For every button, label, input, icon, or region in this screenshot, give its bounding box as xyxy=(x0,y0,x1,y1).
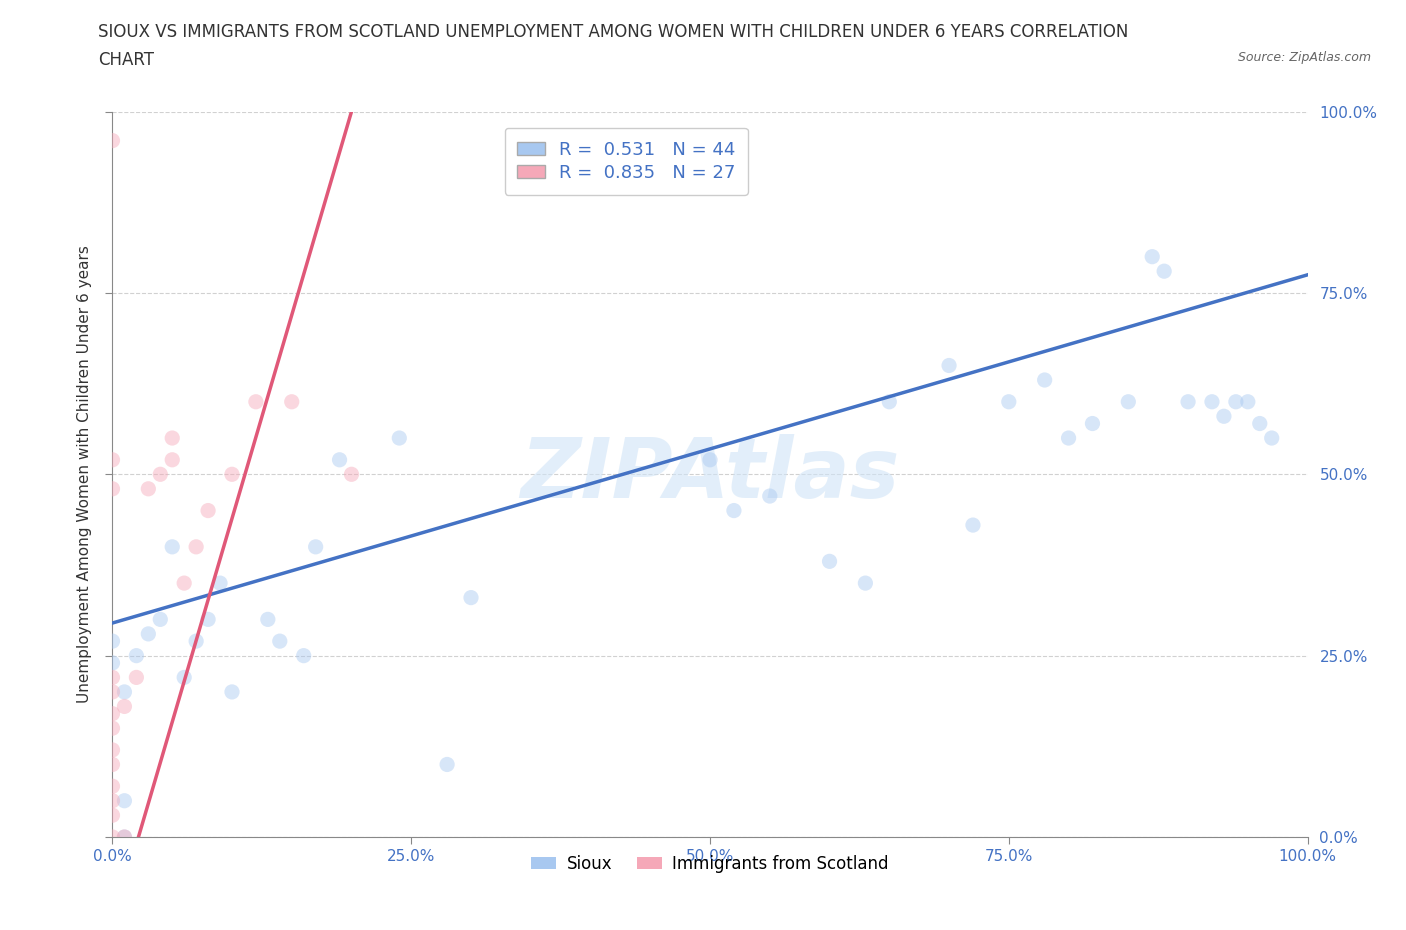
Point xyxy=(114,793,135,808)
Point xyxy=(101,684,124,699)
Point xyxy=(162,452,183,467)
Point xyxy=(998,394,1021,409)
Point xyxy=(962,518,984,533)
Point xyxy=(125,670,148,684)
Point xyxy=(1201,394,1223,409)
Point xyxy=(723,503,745,518)
Point xyxy=(101,633,124,648)
Point xyxy=(855,576,877,591)
Point xyxy=(173,576,195,591)
Point xyxy=(209,576,232,591)
Legend: Sioux, Immigrants from Scotland: Sioux, Immigrants from Scotland xyxy=(524,848,896,880)
Point xyxy=(388,431,411,445)
Point xyxy=(938,358,960,373)
Point xyxy=(173,670,195,684)
Point xyxy=(1118,394,1140,409)
Point xyxy=(329,452,352,467)
Point xyxy=(197,612,219,627)
Point xyxy=(101,742,124,757)
Point xyxy=(1033,373,1056,388)
Point xyxy=(281,394,304,409)
Point xyxy=(1249,416,1271,431)
Point xyxy=(101,721,124,736)
Point xyxy=(759,488,782,503)
Point xyxy=(436,757,458,772)
Point xyxy=(149,467,172,482)
Point xyxy=(101,808,124,823)
Point xyxy=(1177,394,1199,409)
Point xyxy=(879,394,901,409)
Point xyxy=(101,656,124,671)
Point xyxy=(1225,394,1247,409)
Point xyxy=(101,706,124,721)
Point xyxy=(1153,264,1175,279)
Point xyxy=(460,591,482,605)
Point xyxy=(340,467,363,482)
Point xyxy=(292,648,315,663)
Point xyxy=(221,467,243,482)
Text: Source: ZipAtlas.com: Source: ZipAtlas.com xyxy=(1237,51,1371,64)
Point xyxy=(114,684,135,699)
Point xyxy=(305,539,328,554)
Point xyxy=(101,757,124,772)
Point xyxy=(125,648,148,663)
Point xyxy=(1213,409,1236,424)
Point xyxy=(101,830,124,844)
Point xyxy=(101,482,124,497)
Point xyxy=(1057,431,1080,445)
Point xyxy=(197,503,219,518)
Point xyxy=(101,452,124,467)
Point xyxy=(257,612,280,627)
Text: SIOUX VS IMMIGRANTS FROM SCOTLAND UNEMPLOYMENT AMONG WOMEN WITH CHILDREN UNDER 6: SIOUX VS IMMIGRANTS FROM SCOTLAND UNEMPL… xyxy=(98,23,1129,41)
Text: ZIPAtlas: ZIPAtlas xyxy=(520,433,900,515)
Point xyxy=(1261,431,1284,445)
Point xyxy=(699,452,721,467)
Point xyxy=(269,633,291,648)
Point xyxy=(186,633,208,648)
Point xyxy=(114,699,135,714)
Point xyxy=(1142,249,1164,264)
Point xyxy=(818,554,841,569)
Text: CHART: CHART xyxy=(98,51,155,69)
Point xyxy=(138,482,160,497)
Point xyxy=(221,684,243,699)
Point xyxy=(162,431,183,445)
Point xyxy=(138,627,160,642)
Point xyxy=(101,793,124,808)
Point xyxy=(245,394,267,409)
Point xyxy=(186,539,208,554)
Point xyxy=(101,778,124,793)
Point xyxy=(114,830,135,844)
Point xyxy=(1237,394,1260,409)
Point xyxy=(101,133,124,148)
Point xyxy=(101,670,124,684)
Point xyxy=(1081,416,1104,431)
Y-axis label: Unemployment Among Women with Children Under 6 years: Unemployment Among Women with Children U… xyxy=(77,246,91,703)
Point xyxy=(114,830,135,844)
Point xyxy=(149,612,172,627)
Point xyxy=(162,539,183,554)
